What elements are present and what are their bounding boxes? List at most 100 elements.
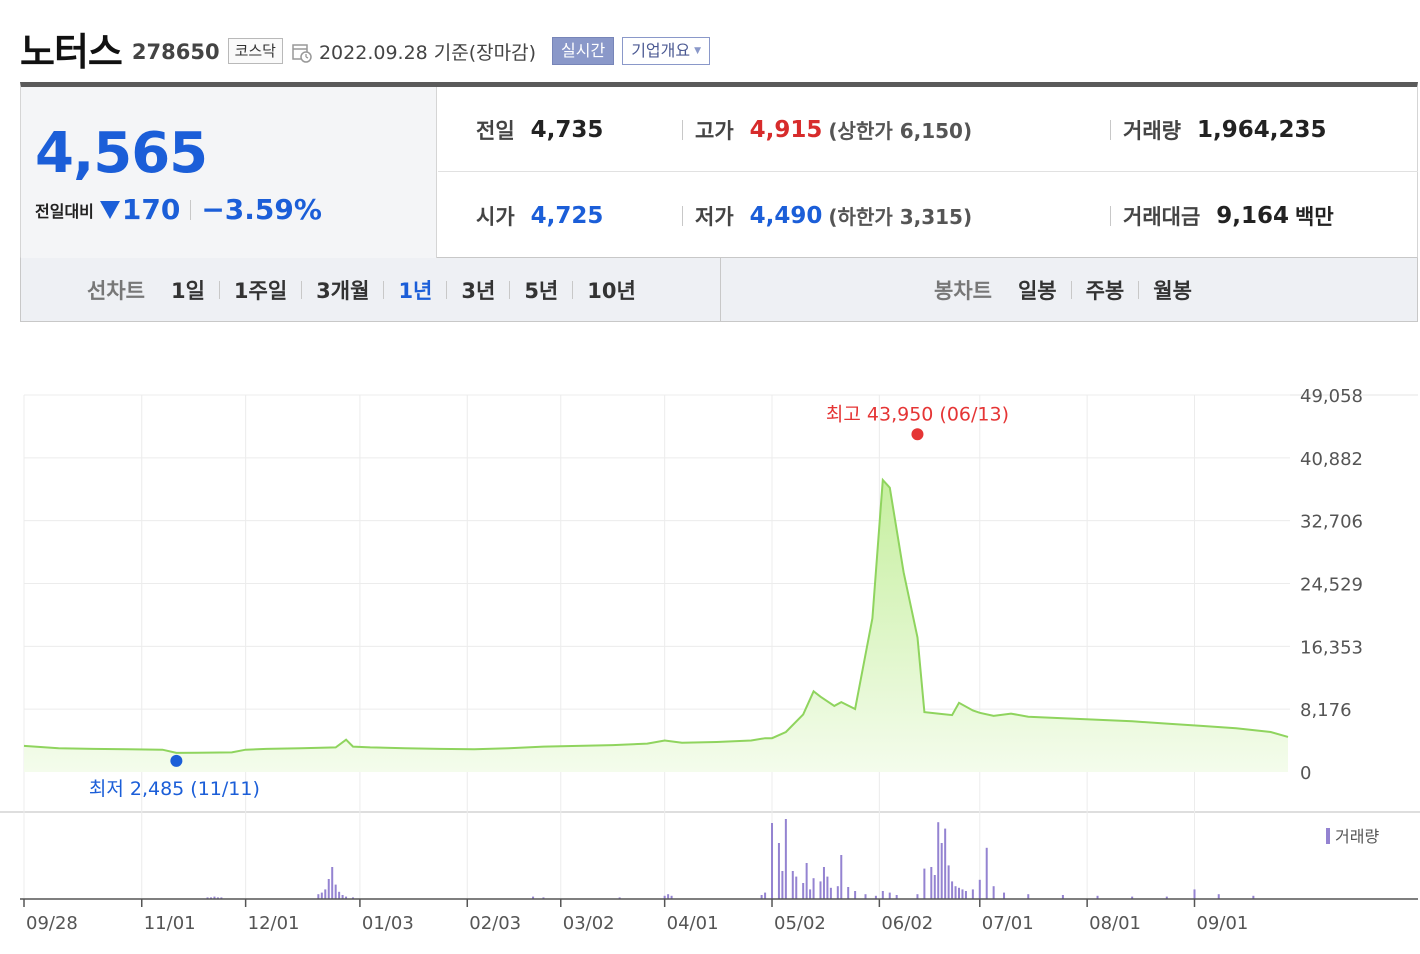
- high-annotation: 최고 43,950 (06/13): [826, 403, 1009, 425]
- x-tick-label: 05/02: [774, 913, 826, 934]
- divider: [383, 280, 385, 299]
- price-line: [23, 477, 1289, 754]
- divider: [682, 119, 683, 140]
- volume-bar: [978, 879, 981, 899]
- volume-bar: [781, 871, 784, 899]
- volume-bar: [933, 875, 936, 899]
- market-badge: 코스닥: [227, 38, 283, 64]
- chart-period-nav: 선차트 1일 1주일 3개월 1년 3년 5년 10년 봉차트 일봉 주봉 월봉: [20, 258, 1418, 322]
- volume-bar: [895, 895, 898, 899]
- volume-bar: [937, 822, 940, 899]
- x-tick-label: 04/01: [667, 913, 719, 934]
- volume-bar: [213, 896, 216, 899]
- volume-bar: [795, 876, 798, 899]
- line-chart-title: 선차트: [87, 278, 145, 303]
- volume-bar: [985, 847, 988, 899]
- change-row: 전일대비 170 −3.59%: [35, 193, 322, 226]
- x-tick-label: 02/03: [469, 913, 521, 934]
- volume-bar: [971, 889, 974, 899]
- upper-limit: (상한가 6,150): [828, 119, 973, 143]
- divider: [682, 205, 683, 226]
- company-overview-button[interactable]: 기업개요 ▼: [622, 37, 711, 65]
- period-5y[interactable]: 5년: [524, 278, 559, 303]
- volume-bar: [809, 889, 812, 899]
- period-1y[interactable]: 1년: [398, 278, 433, 303]
- candle-daily[interactable]: 일봉: [1017, 278, 1057, 303]
- company-overview-label: 기업개요: [631, 41, 691, 60]
- volume-bar: [334, 884, 337, 899]
- stock-code: 278650: [131, 40, 220, 64]
- low-marker: [170, 754, 183, 767]
- high-marker: [911, 428, 924, 441]
- volume-cell: 거래량 1,964,235: [1110, 87, 1326, 172]
- trade-value-unit: 백만: [1295, 204, 1334, 229]
- change-amount: 170: [121, 193, 181, 226]
- volume-bar: [826, 876, 829, 899]
- x-tick-label: 12/01: [248, 913, 300, 934]
- volume-bar: [1165, 896, 1168, 899]
- volume-bar: [1096, 895, 1099, 899]
- x-tick-label: 01/03: [362, 913, 414, 934]
- y-tick-label: 32,706: [1300, 512, 1363, 533]
- volume-bar: [351, 897, 354, 899]
- high-value: 4,915: [749, 116, 823, 143]
- volume-bar: [930, 867, 933, 899]
- period-10y[interactable]: 10년: [587, 278, 636, 303]
- price-chart[interactable]: 0 8,176 16,353 24,529 32,706 40,882 49,058 최고 …: [0, 322, 1420, 954]
- period-3m[interactable]: 3개월: [316, 278, 370, 303]
- candle-weekly[interactable]: 주봉: [1085, 278, 1125, 303]
- company-name: 노터스: [20, 29, 123, 74]
- volume-bar: [1131, 896, 1134, 899]
- y-tick-label: 49,058: [1300, 386, 1363, 407]
- x-tick-label: 11/01: [144, 913, 196, 934]
- period-1d[interactable]: 1일: [170, 278, 205, 303]
- divider: [446, 280, 448, 299]
- y-tick-label: 16,353: [1300, 637, 1363, 658]
- volume-bar: [1252, 895, 1255, 899]
- volume-bar: [840, 855, 843, 899]
- volume-bar: [1003, 892, 1006, 899]
- volume-bar: [964, 891, 967, 899]
- volume-bar: [836, 886, 839, 899]
- volume-bar: [327, 879, 330, 899]
- lower-limit: (하한가 3,315): [828, 205, 973, 229]
- volume-bar: [923, 868, 926, 899]
- period-3y[interactable]: 3년: [461, 278, 496, 303]
- volume-bar: [670, 895, 673, 899]
- realtime-button[interactable]: 실시간: [552, 37, 615, 65]
- volume-bar: [542, 897, 545, 899]
- volume-bar: [888, 892, 891, 899]
- volume-bar: [940, 843, 943, 899]
- volume-bar: [216, 897, 219, 899]
- low-value: 4,490: [749, 202, 823, 229]
- reference-date: 2022.09.28 기준(장마감): [318, 41, 537, 64]
- volume-bar: [847, 887, 850, 899]
- volume-bar: [663, 895, 666, 899]
- divider: [572, 280, 574, 299]
- candle-chart-title: 봉차트: [934, 278, 992, 303]
- divider: [1110, 205, 1111, 226]
- volume-bar: [1217, 894, 1220, 899]
- stats-row-1: 전일 4,735 고가 4,915 (상한가 6,150) 거래량 1,964,…: [438, 87, 1418, 172]
- calendar-icon: [292, 44, 312, 63]
- period-1w[interactable]: 1주일: [233, 278, 288, 303]
- prev-close-label: 전일: [476, 118, 515, 143]
- change-label: 전일대비: [35, 201, 94, 221]
- y-tick-label: 24,529: [1300, 575, 1363, 596]
- volume-bar: [812, 878, 815, 899]
- divider: [218, 280, 220, 299]
- volume-bar: [961, 889, 964, 899]
- high-cell: 고가 4,915 (상한가 6,150): [682, 87, 972, 172]
- volume-bar: [1061, 895, 1064, 899]
- volume-bar: [958, 887, 961, 899]
- y-tick-label: 8,176: [1300, 700, 1352, 721]
- y-tick-label: 40,882: [1300, 449, 1363, 470]
- change-percent: −3.59%: [201, 193, 322, 226]
- volume-bar: [320, 892, 323, 899]
- divider: [301, 280, 303, 299]
- candle-monthly[interactable]: 월봉: [1153, 278, 1192, 303]
- x-tick-label: 09/28: [26, 913, 78, 934]
- volume-bar: [822, 867, 825, 899]
- volume-bar: [338, 891, 341, 899]
- volume-bar: [854, 891, 857, 899]
